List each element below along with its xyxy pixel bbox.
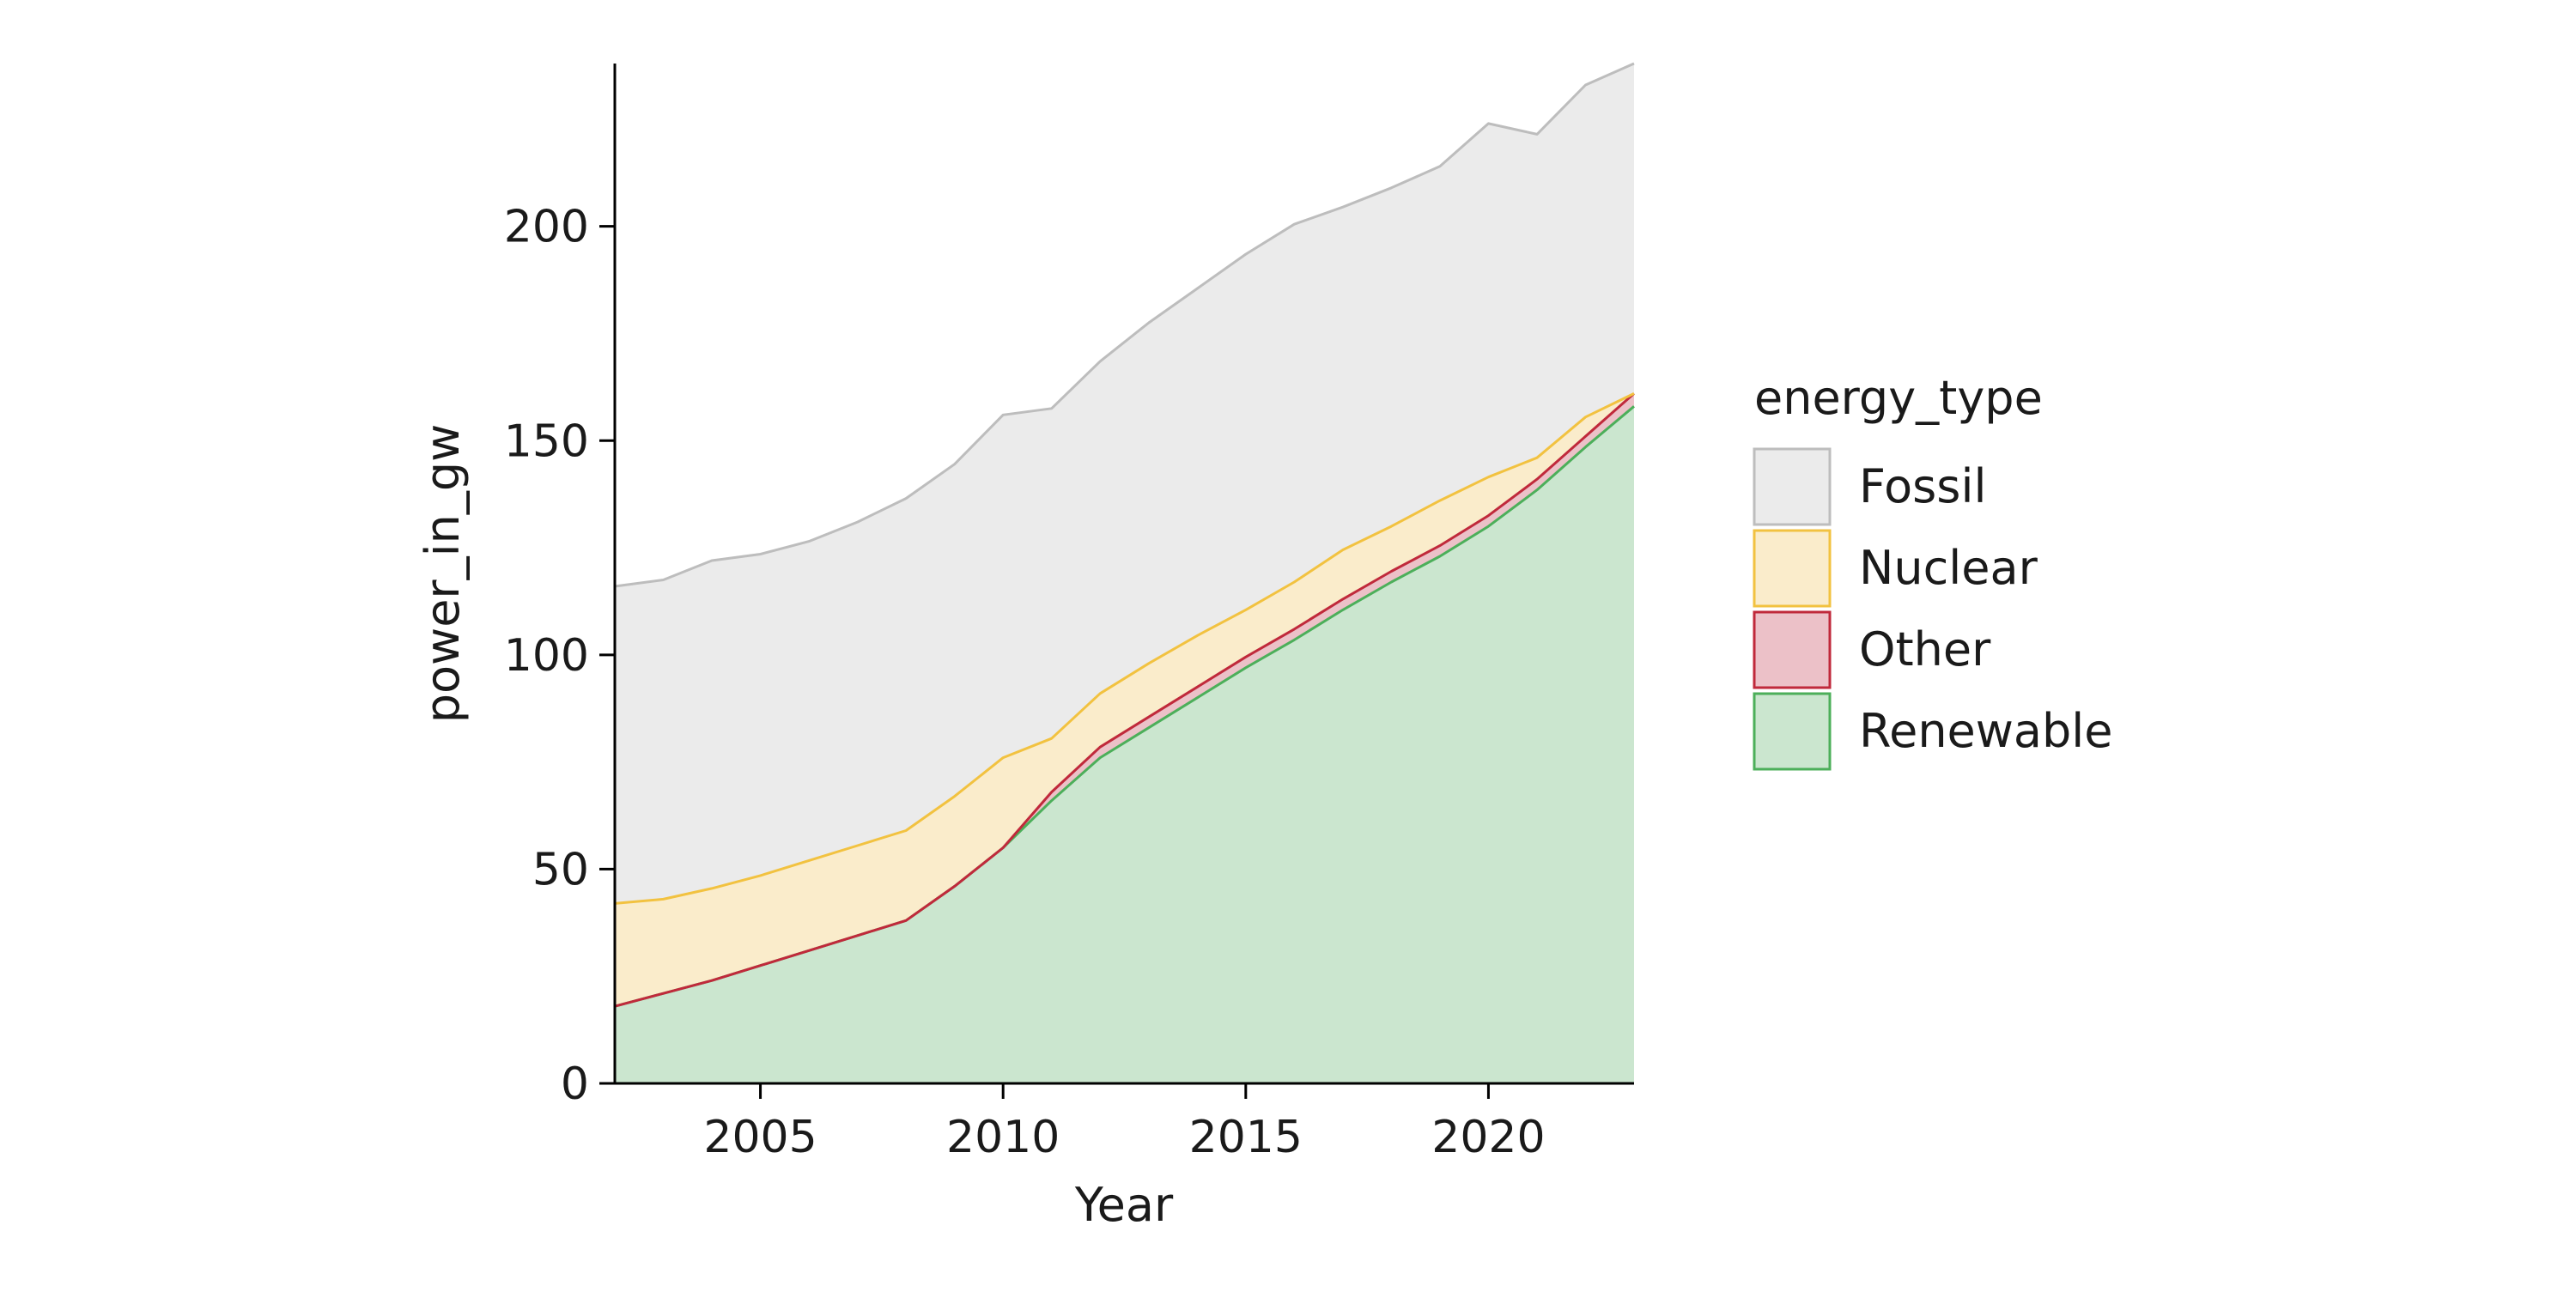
- legend-swatch: [1753, 529, 1832, 608]
- y-axis-label: power_in_gw: [416, 424, 470, 724]
- y-ticks: 0 50 100 150 200: [504, 202, 615, 1110]
- x-tick-label: 2015: [1189, 1112, 1303, 1163]
- line-other: [614, 392, 1635, 1008]
- legend-label: Other: [1859, 622, 1991, 676]
- legend-swatch: [1753, 447, 1832, 526]
- area-layer: [615, 64, 1634, 1083]
- y-tick-label: 0: [561, 1058, 589, 1110]
- legend-item-fossil: Fossil: [1753, 447, 1986, 526]
- x-tick-label: 2005: [703, 1112, 817, 1163]
- legend: energy_type Fossil Nuclear Other Renewable: [1753, 371, 2113, 771]
- line-layer: [614, 62, 1635, 1008]
- legend-item-nuclear: Nuclear: [1753, 529, 2038, 608]
- line-fossil: [614, 62, 1635, 588]
- legend-title: energy_type: [1754, 371, 2043, 425]
- area-fossil: [615, 64, 1634, 904]
- x-tick-label: 2010: [946, 1112, 1060, 1163]
- line-nuclear: [614, 392, 1635, 905]
- x-tick-label: 2020: [1431, 1112, 1545, 1163]
- legend-label: Renewable: [1859, 704, 2113, 758]
- legend-swatch: [1753, 610, 1832, 689]
- legend-items: Fossil Nuclear Other Renewable: [1753, 447, 2113, 771]
- area-nuclear: [615, 393, 1634, 1007]
- y-tick-label: 100: [504, 630, 589, 682]
- y-tick-label: 200: [504, 202, 589, 253]
- legend-label: Fossil: [1859, 459, 1986, 513]
- legend-item-other: Other: [1753, 610, 1991, 689]
- y-tick-label: 50: [532, 844, 589, 895]
- legend-label: Nuclear: [1859, 541, 2038, 595]
- y-tick-label: 150: [504, 416, 589, 467]
- legend-item-renewable: Renewable: [1753, 692, 2113, 771]
- area-renewable: [615, 406, 1634, 1083]
- x-axis-label: Year: [1074, 1178, 1174, 1232]
- legend-swatch: [1753, 692, 1832, 771]
- x-ticks: 2005 2010 2015 2020: [703, 1083, 1546, 1163]
